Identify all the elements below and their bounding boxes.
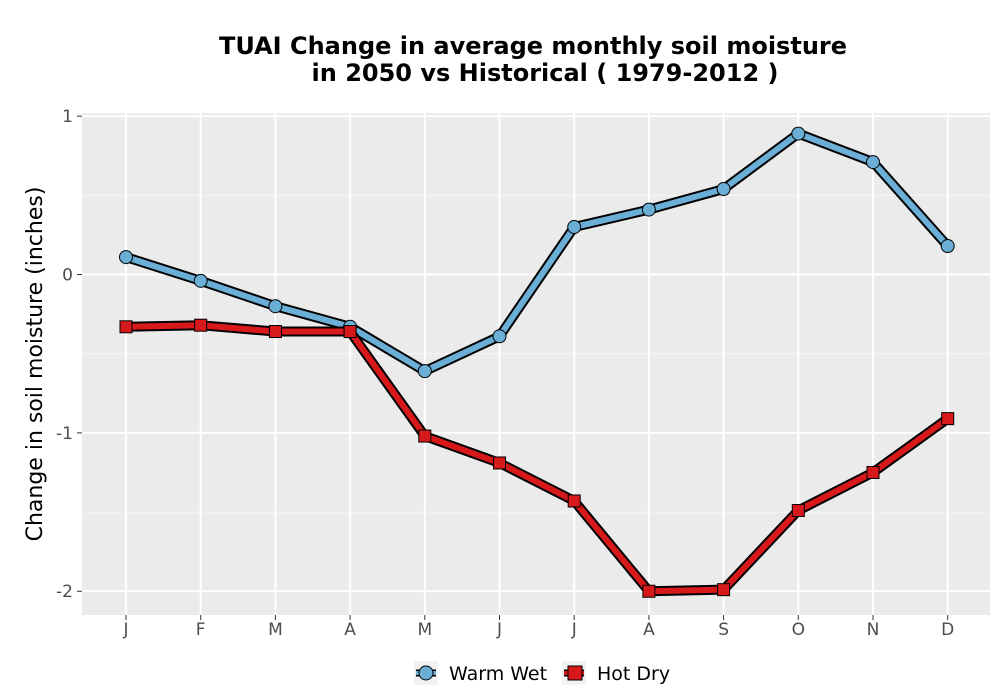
data-point-warm-wet [492,329,507,344]
data-point-warm-wet [119,250,133,265]
data-point-warm-wet [791,126,806,141]
data-point-hot-dry [642,584,656,598]
legend-marker-warm-wet [418,665,434,681]
grid-minor [82,194,990,513]
data-point-hot-dry [866,465,880,479]
data-point-hot-dry [717,583,731,597]
data-point-hot-dry [268,325,282,339]
y-tick-label: 1 [62,107,73,127]
x-tick-label: F [196,620,206,640]
x-tick-label: S [718,620,729,640]
x-tick-label: J [571,620,577,640]
data-point-hot-dry [941,412,955,426]
plot-panel [82,113,990,615]
data-point-warm-wet [940,239,955,254]
data-point-warm-wet [193,273,208,288]
data-point-hot-dry [567,494,581,508]
legend-label-warm-wet: Warm Wet [449,663,547,685]
data-point-warm-wet [567,220,582,235]
chart-title-line-1: TUAI Change in average monthly soil mois… [219,32,847,60]
legend-item-hot-dry: Hot Dry [562,661,670,685]
data-point-hot-dry [194,318,208,332]
data-point-warm-wet [268,299,283,314]
y-axis-title: Change in soil moisture (inches) [23,187,48,542]
series-line-hot-dry [123,322,951,595]
x-tick-label: J [122,620,128,640]
data-point-warm-wet [866,155,880,170]
y-tick-label: 0 [62,266,73,286]
legend-marker-hot-dry [567,665,583,681]
x-tick-label: M [417,620,432,640]
data-point-warm-wet [716,182,731,197]
data-point-hot-dry [343,325,357,339]
x-tick-label: M [268,620,283,640]
series-line-warm-wet [123,130,951,375]
y-tick-label: -1 [56,424,73,444]
data-point-hot-dry [418,429,432,443]
x-tick-label: D [941,620,954,640]
data-point-hot-dry [119,320,133,334]
legend: Warm Wet Hot Dry [414,661,670,685]
data-point-hot-dry [493,456,506,470]
series-layer [119,126,955,598]
data-point-warm-wet [417,364,432,379]
x-tick-label: J [496,620,502,640]
chart-title-line-2: in 2050 vs Historical ( 1979-2012 ) [312,59,779,87]
legend-item-warm-wet: Warm Wet [414,661,547,685]
legend-label-hot-dry: Hot Dry [597,663,670,685]
data-point-warm-wet [641,202,656,217]
data-point-hot-dry [791,503,805,517]
x-tick-label: O [792,620,805,640]
x-tick-label: A [643,620,655,640]
y-tick-label: -2 [56,582,73,602]
y-axis: 1 0 -1 -2 [56,107,82,602]
x-tick-label: N [867,620,880,640]
x-tick-label: A [344,620,356,640]
